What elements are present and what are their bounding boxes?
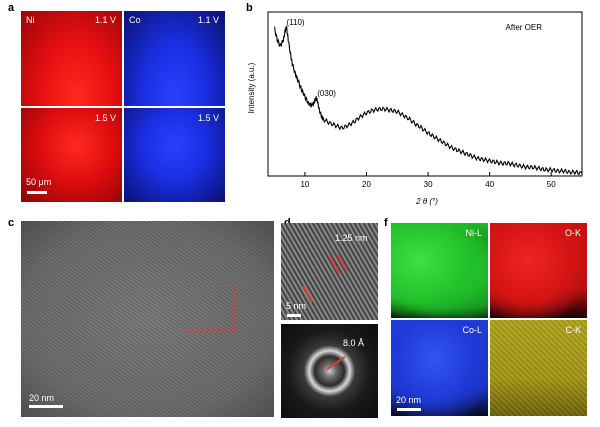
ni-element-label: Ni [26, 15, 35, 25]
panel-label-b: b [246, 2, 253, 14]
spacing-label: 1.25 nm [335, 233, 368, 243]
chart-plot-area: 10 20 30 40 50 (110) (030) [267, 11, 583, 189]
scale-bar [27, 191, 47, 194]
o-k-label: O-K [564, 228, 581, 238]
fft-image: 8.0 Å [281, 324, 378, 418]
x-tick-label: 30 [424, 180, 433, 189]
voltage-label: 1.1 V [94, 15, 116, 25]
y-axis-label: Intensity (a.u.) [247, 62, 256, 113]
scale-bar-label: 5 nm [286, 301, 307, 311]
panel-label-f: f [384, 217, 388, 229]
voltage-label: 1.5 V [197, 113, 219, 123]
peak-label: (030) [317, 89, 336, 98]
plot-frame [267, 11, 583, 177]
x-tick-label: 10 [300, 180, 309, 189]
eds-map-ni-l: Ni-L [391, 223, 488, 318]
co-map-1-1v: Co 1.1 V [124, 11, 225, 106]
eds-map-c-k: C-K [490, 320, 587, 416]
eds-map-o-k: O-K [490, 223, 587, 318]
lattice-marker [302, 285, 314, 303]
scale-bar [397, 408, 421, 411]
panel-label-c: c [8, 217, 15, 229]
after-oer-annotation: After OER [506, 23, 543, 32]
co-element-label: Co [129, 15, 141, 25]
x-tick-label: 50 [547, 180, 556, 189]
x-axis-label: 2 θ (°) [415, 197, 438, 206]
scale-bar-label: 20 nm [29, 393, 55, 403]
peak-label: (110) [286, 18, 304, 27]
xrd-series-line [274, 25, 583, 176]
ni-map-1-5v: 1.5 V 50 μm [21, 108, 122, 202]
scale-bar-label: 20 nm [396, 395, 422, 405]
scale-bar-label: 50 μm [26, 177, 52, 187]
voltage-label: 1.1 V [197, 15, 219, 25]
ni-map-1-1v: Ni 1.1 V [21, 11, 122, 106]
selected-region-box [183, 285, 235, 331]
eds-map-co-l: Co-L 20 nm [391, 320, 488, 416]
tem-image: 20 nm [21, 221, 274, 417]
co-map-1-5v: 1.5 V [124, 108, 225, 202]
xrd-chart: 10 20 30 40 50 (110) (030) Intensity (a.u.) 2 … [247, 11, 583, 206]
ni-l-label: Ni-L [465, 228, 482, 238]
panel-label-a: a [8, 2, 15, 14]
voltage-label: 1.5 V [94, 113, 116, 123]
scale-bar [287, 314, 301, 317]
c-k-label: C-K [565, 325, 582, 335]
hrtem-image: 1.25 nm 5 nm [281, 223, 378, 320]
spacing-label: 8.0 Å [343, 338, 365, 348]
scale-bar [29, 405, 63, 408]
x-tick-label: 20 [362, 180, 371, 189]
co-l-label: Co-L [462, 325, 482, 335]
fft-radius-marker [326, 355, 346, 371]
x-tick-label: 40 [485, 180, 494, 189]
